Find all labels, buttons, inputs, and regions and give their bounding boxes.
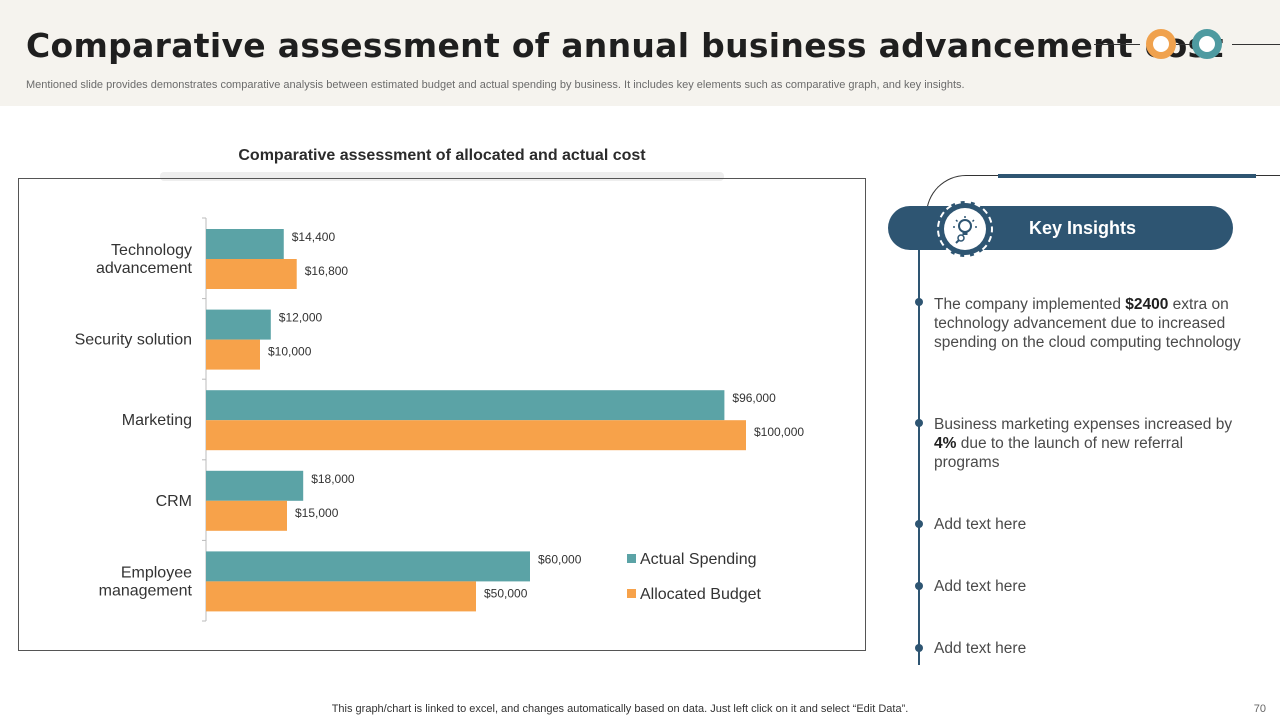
data-label: $15,000 [295,506,339,520]
data-label: $50,000 [484,586,528,600]
page-number: 70 [1253,703,1266,715]
bar-allocated [206,339,260,370]
chart-frame [18,178,866,651]
bar-allocated [206,259,297,289]
insight-bullet-2 [915,419,923,427]
page-subtitle: Mentioned slide provides demonstrates co… [26,79,965,91]
lightbulb-icon [944,208,986,250]
data-label: $100,000 [754,425,804,439]
category-label: Employee management [99,564,193,599]
insight-item-5: Add text here [934,640,1027,657]
data-label: $96,000 [732,391,776,405]
chart-title-underline [160,172,724,181]
insights-timeline [918,250,920,665]
bar-actual [206,470,304,501]
category-label: Security solution [75,332,192,349]
bar-allocated [206,581,476,612]
insight-bullet-3 [915,520,923,528]
header-band [0,0,1280,106]
insights-title: Key Insights [1028,218,1137,238]
legend-swatch [627,554,636,563]
legend-label: Actual Spending [640,551,757,568]
bar-chart[interactable]: Technology advancement $14,400 $16,800 Secur… [18,178,866,651]
legend-swatch [627,589,636,598]
bar-actual [206,309,271,340]
data-label: $60,000 [538,552,582,566]
footer-note: This graph/chart is linked to excel, and… [331,703,909,715]
data-label: $12,000 [279,311,323,325]
category-label: Marketing [122,412,192,429]
deco-line-left [1094,44,1140,45]
insight-item-3: Add text here [934,516,1027,533]
bar-allocated [206,500,287,531]
insight-bullet-5 [915,644,923,652]
deco-line-thick [998,174,1256,178]
deco-circle-orange [1146,29,1176,59]
insight-bullet-4 [915,582,923,590]
bar-allocated [206,420,746,451]
bar-actual [206,390,725,421]
bar-actual [206,551,530,582]
page-title: Comparative assessment of annual busines… [26,26,1224,65]
deco-circle-teal [1192,29,1222,59]
deco-line-right [1232,44,1280,45]
data-label: $10,000 [268,345,312,359]
insight-bullet-1 [915,298,923,306]
category-label: Technology advancement [96,242,193,277]
chart-title: Comparative assessment of allocated and … [238,147,646,164]
data-label: $16,800 [305,264,349,278]
data-label: $18,000 [311,472,355,486]
category-label: CRM [156,493,192,510]
insight-item-1: The company implemented $2400 extra on t… [934,296,1241,351]
insight-item-2: Business marketing expenses increased by… [934,416,1233,471]
legend-label: Allocated Budget [640,586,762,603]
insight-item-4: Add text here [934,578,1027,595]
bar-actual [206,229,284,259]
data-label: $14,400 [292,230,336,244]
deco-line-middle [1176,44,1192,45]
